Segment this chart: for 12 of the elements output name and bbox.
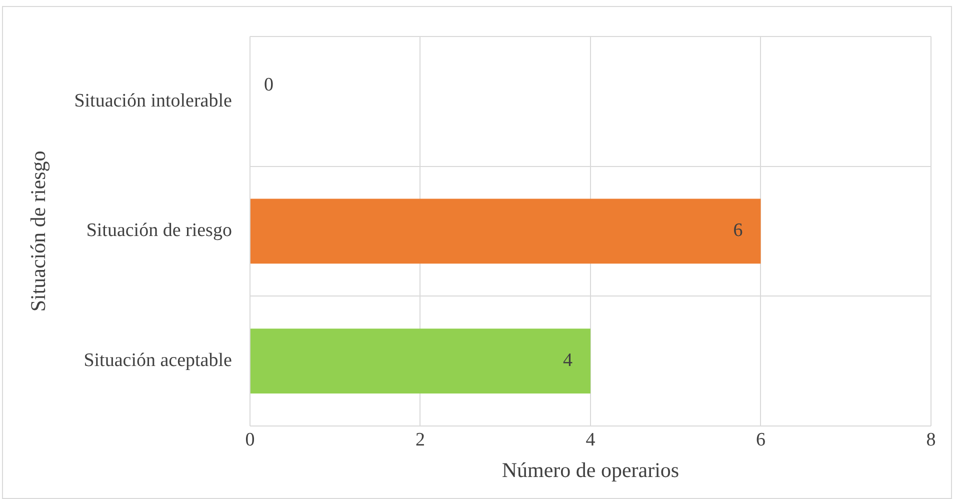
y-tick-label: Situación de riesgo [86, 220, 232, 242]
x-tick-label: 0 [245, 429, 255, 450]
x-axis-title: Número de operarios [502, 458, 680, 482]
x-tick-label: 8 [926, 429, 936, 450]
x-tick-label: 2 [415, 429, 425, 450]
data-label: 0 [264, 74, 274, 96]
x-tick-label: 4 [586, 429, 596, 450]
y-tick-label: Situación aceptable [84, 350, 232, 372]
data-label: 4 [562, 350, 573, 372]
y-tick-label: Situación intolerable [74, 90, 232, 112]
data-label: 6 [733, 220, 743, 242]
x-tick-label: 6 [756, 429, 766, 450]
